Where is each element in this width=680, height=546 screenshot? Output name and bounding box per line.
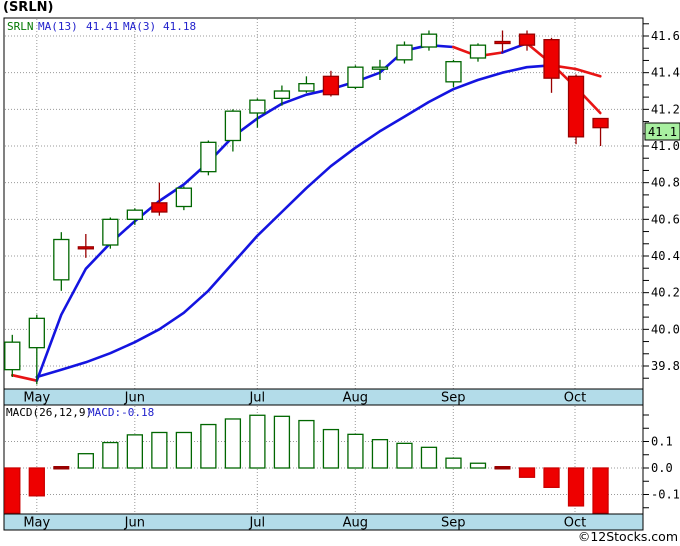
price-legend: SRLN MA(13) 41.41 MA(3) 41.18 — [0, 20, 640, 33]
macd-bar-positive — [224, 418, 242, 469]
candle-body — [347, 66, 364, 88]
date-band — [3, 513, 644, 531]
macd-bar-negative — [567, 467, 585, 507]
macd-bar-positive — [249, 414, 266, 469]
macd-axis-label: -0.1 — [651, 488, 680, 502]
candle-body — [371, 66, 389, 70]
ma13-line-rising-segment — [35, 64, 553, 379]
macd-bar-positive — [420, 446, 438, 469]
month-label: Aug — [343, 516, 368, 531]
macd-legend-value: MACD:-0.18 — [88, 406, 155, 419]
macd-bar-positive — [322, 428, 340, 469]
month-label: Sep — [441, 516, 466, 531]
candle-body — [224, 110, 242, 142]
legend-ma13-value: 41.41 — [86, 20, 120, 33]
candle-body — [494, 40, 511, 45]
month-label: Jun — [124, 516, 145, 531]
page-title: (SRLN) — [3, 0, 54, 15]
macd-bar-positive — [102, 441, 119, 469]
month-label: Oct — [564, 391, 586, 406]
macd-bar-negative — [592, 467, 609, 514]
price-axis-label: 40.6 — [651, 212, 680, 226]
macd-bar-negative — [4, 467, 21, 514]
candle-body — [77, 246, 94, 250]
macd-bar-positive — [347, 433, 364, 469]
candle-body — [322, 75, 340, 96]
legend-ma13-label: MA(13) — [38, 20, 78, 33]
macd-bar-negative — [518, 467, 536, 478]
macd-bar-positive — [396, 442, 413, 469]
candle-body — [126, 209, 143, 220]
price-axis-label: 40.8 — [651, 176, 680, 190]
month-label: May — [23, 391, 50, 406]
month-label: Jun — [124, 391, 145, 406]
candle-body — [445, 61, 462, 83]
macd-bar-flat — [494, 466, 511, 470]
candle-body — [53, 238, 70, 281]
macd-bar-positive — [175, 431, 193, 469]
candle-body — [249, 99, 266, 114]
macd-bar-negative — [28, 467, 45, 497]
ma3-line-falling-segment — [11, 373, 39, 383]
candle-body — [298, 83, 315, 92]
macd-legend: MACD(26,12,9) MACD:-0.18 — [0, 406, 640, 419]
legend-ma3-label: MA(3) — [123, 20, 157, 33]
legend-ma3-value: 41.18 — [163, 20, 197, 33]
macd-axis-label: 0.1 — [651, 435, 673, 449]
candle-body — [420, 33, 438, 48]
macd-bar-positive — [445, 457, 462, 469]
candle-body — [543, 39, 560, 79]
macd-bar-positive — [151, 431, 168, 469]
candle-body — [151, 202, 168, 213]
macd-bar-flat — [53, 466, 70, 470]
macd-legend-label: MACD(26,12,9) — [6, 406, 93, 419]
price-panel — [3, 17, 644, 406]
ma3-line-falling-segment — [525, 41, 602, 115]
candle-body — [102, 218, 119, 246]
candle-body — [4, 341, 21, 371]
candle-body — [396, 44, 413, 61]
last-price-badge-text: 41.1 — [648, 125, 677, 139]
date-band — [3, 388, 644, 406]
legend-symbol: SRLN — [7, 20, 34, 33]
macd-bar-positive — [298, 419, 315, 469]
macd-bar-positive — [273, 415, 291, 469]
price-axis-label: 41.4 — [651, 66, 680, 80]
candle-body — [200, 141, 217, 173]
macd-bar-positive — [126, 434, 143, 469]
month-label: Sep — [441, 391, 466, 406]
macd-bar-negative — [543, 467, 560, 488]
price-axis-label: 40.0 — [651, 322, 680, 336]
price-axis-label: 40.4 — [651, 249, 680, 263]
candle-body — [518, 33, 536, 46]
price-axis-label: 41.2 — [651, 102, 680, 116]
macd-bar-positive — [371, 438, 389, 469]
month-label: Jul — [248, 391, 265, 406]
month-label: Jul — [248, 516, 265, 531]
candle-body — [469, 44, 487, 59]
price-axis-label: 39.8 — [651, 359, 680, 373]
month-label: May — [23, 516, 50, 531]
candle-body — [175, 187, 193, 208]
month-label: Aug — [343, 391, 368, 406]
month-label: Oct — [564, 516, 586, 531]
last-price-badge — [644, 122, 680, 141]
price-axis-label: 41.6 — [651, 29, 680, 43]
macd-bar-positive — [469, 462, 487, 469]
price-axis-label: 41.0 — [651, 139, 680, 153]
candle-body — [592, 117, 609, 129]
candle-body — [567, 75, 585, 138]
copyright-footer: ©12Stocks.com — [577, 529, 678, 544]
candle-body — [273, 90, 291, 99]
price-axis-label: 40.2 — [651, 286, 680, 300]
macd-bar-positive — [200, 423, 217, 469]
candle-body — [28, 317, 45, 349]
macd-axis-label: 0.0 — [651, 461, 673, 475]
macd-bar-positive — [77, 453, 94, 469]
